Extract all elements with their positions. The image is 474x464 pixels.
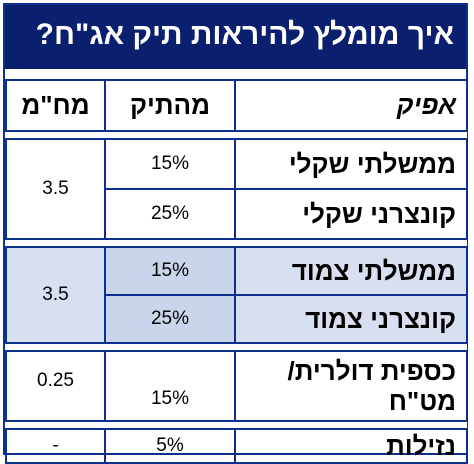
table-row: נזילות 5% - bbox=[5, 428, 468, 464]
row-gap bbox=[6, 420, 467, 430]
row-gap bbox=[6, 238, 467, 248]
category-name: קונצרני שקלי bbox=[234, 188, 468, 240]
page-title: איך מומלץ להיראות תיק אג"ח? bbox=[5, 5, 466, 69]
allocation-table: אפיק מהתיק מח"מ ממשלתי שקלי 15% 3.5 קונצ… bbox=[5, 79, 468, 464]
table-row: ממשלתי צמוד 15% 3.5 bbox=[5, 246, 468, 344]
table-row: קונצרני שקלי 25% bbox=[6, 188, 468, 240]
category-name: ממשלתי שקלי bbox=[234, 138, 468, 190]
column-header-category: אפיק bbox=[234, 79, 468, 132]
weight-value: 5% bbox=[104, 428, 236, 464]
category-name: קונצרני צמוד bbox=[234, 294, 468, 344]
duration-value: 3.5 bbox=[5, 246, 106, 344]
category-name: כספית דולרית/ מט"ח bbox=[234, 350, 468, 422]
duration-value: 0.25 bbox=[5, 350, 106, 422]
row-gap bbox=[6, 342, 467, 352]
column-header-duration: מח"מ bbox=[5, 79, 106, 132]
weight-value: 15% bbox=[104, 246, 236, 296]
allocation-table-panel: איך מומלץ להיראות תיק אג"ח? אפיק מהתיק מ… bbox=[3, 3, 468, 464]
table-row: כספית דולרית/ מט"ח 15% 0.25 bbox=[5, 350, 468, 422]
table-header-row: אפיק מהתיק מח"מ bbox=[5, 79, 468, 132]
table-row: ממשלתי שקלי 15% 3.5 bbox=[5, 138, 468, 240]
table-row: קונצרני צמוד 25% bbox=[6, 294, 468, 344]
weight-value: 25% bbox=[104, 188, 236, 240]
duration-value: 3.5 bbox=[5, 138, 106, 240]
duration-value: - bbox=[5, 428, 106, 464]
weight-value: 15% bbox=[104, 350, 236, 422]
category-name: ממשלתי צמוד bbox=[234, 246, 468, 296]
weight-value: 25% bbox=[104, 294, 236, 344]
column-header-weight: מהתיק bbox=[104, 79, 236, 132]
weight-value: 15% bbox=[104, 138, 236, 190]
category-name: נזילות bbox=[234, 428, 468, 464]
row-gap bbox=[6, 130, 467, 140]
